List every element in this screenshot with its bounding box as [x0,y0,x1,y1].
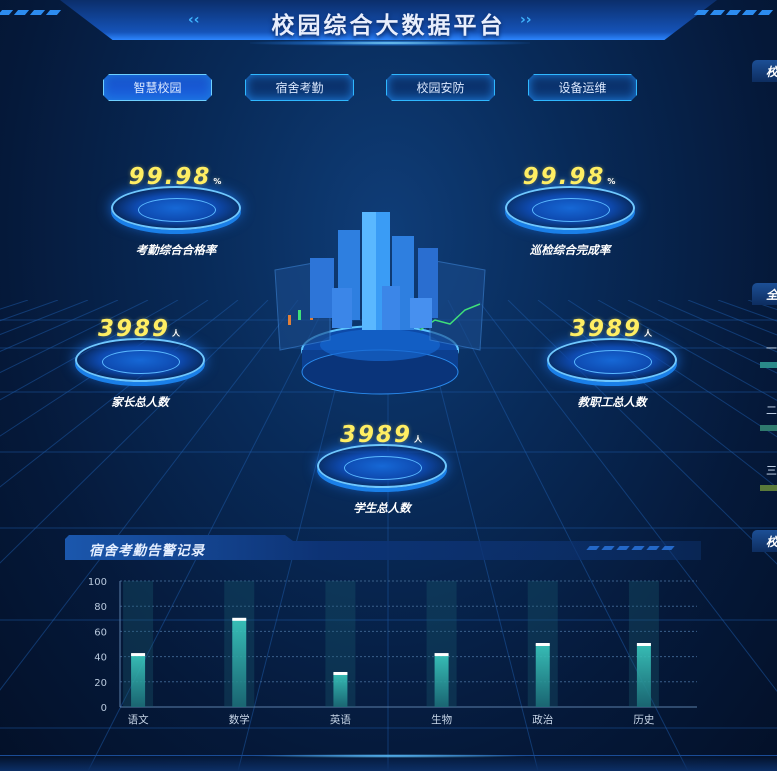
stat-label: 考勤综合合格率 [135,243,217,257]
stat-unit: 人 [414,435,424,444]
right-panel-title-3: 校 [752,530,777,552]
y-tick-label: 100 [88,577,107,588]
y-tick-label: 40 [94,653,107,664]
stat-unit: % [607,177,618,186]
bar[interactable] [333,672,348,707]
pedestal-icon [111,186,241,230]
tab-campus-security[interactable]: 校园安防 [386,74,495,101]
bar-cap [131,653,146,657]
x-tick-label: 政治 [532,713,553,726]
tab-smart-campus[interactable]: 智慧校园 [103,74,212,101]
bar-cap [232,617,247,621]
tab-device-maintenance[interactable]: 设备运维 [528,74,637,101]
y-tick-label: 80 [94,602,107,613]
chevron-right-icon: ›› [520,12,532,28]
bar-cap [434,653,449,657]
y-tick-label: 60 [94,627,107,638]
stat-attendance-pass-rate: 99.98% 考勤综合合格率 [106,164,246,258]
tab-dorm-attendance[interactable]: 宿舍考勤 [245,74,354,101]
y-tick-label: 0 [101,703,107,714]
right-panel-title-1: 校 [752,60,777,82]
stat-label: 巡检综合完成率 [529,243,611,257]
footer-bar [0,754,777,771]
bar[interactable] [232,618,247,707]
stat-staff-total: 3989 人 教职工总人数 [542,316,682,410]
pedestal-icon [505,186,635,230]
bar[interactable] [636,644,651,707]
bar-cap [636,643,651,646]
center-3d-city-illustration [270,200,490,400]
stat-label: 教职工总人数 [577,395,647,409]
stat-unit: 人 [172,329,182,338]
chart-panel-title: 宿舍考勤告警记录 [89,543,205,559]
stat-label: 学生总人数 [353,501,411,515]
bar[interactable] [131,654,146,707]
right-list-item-label: 三 [766,464,777,477]
attendance-alert-bar-chart: 0 20 40 60 80 100 语文 数学 英语 生物 政治 历史 [88,577,697,726]
page-title: 校园综合大数据平台 [271,13,506,39]
header: ‹‹ 校园综合大数据平台 ›› [0,0,777,52]
stat-students-total: 3989 人 学生总人数 [312,422,452,516]
right-list-item-label: 二 [766,404,777,417]
stat-value: 3989 [339,422,412,448]
pedestal-icon [547,338,677,382]
x-tick-label: 生物 [431,713,452,726]
stat-inspection-completion-rate: 99.98% 巡检综合完成率 [500,164,640,258]
bar[interactable] [535,644,550,707]
right-list-progress-bar [760,425,777,431]
stat-parents-total: 3989 人 家长总人数 [70,316,210,410]
stat-label: 家长总人数 [111,395,169,409]
x-tick-label: 语文 [128,713,149,726]
stat-unit: % [213,177,224,186]
pedestal-icon [75,338,205,382]
y-tick-label: 20 [94,678,107,689]
chevron-left-icon: ‹‹ [188,12,200,28]
bar-cap [535,643,550,646]
x-tick-label: 历史 [633,714,654,726]
right-list-progress-bar [760,362,777,368]
bar[interactable] [434,654,449,707]
stat-value: 99.98 [128,164,212,190]
stat-value: 3989 [97,316,170,342]
stat-unit: 人 [644,329,654,338]
right-list-item-label: 一 [766,342,777,355]
stat-value: 99.98 [522,164,606,190]
x-tick-label: 英语 [330,713,351,726]
stat-value: 3989 [569,316,642,342]
x-tick-label: 数学 [229,713,250,726]
bar-cap [333,671,348,675]
right-panel-title-2: 全 [752,283,777,305]
pedestal-icon [317,444,447,488]
right-list-progress-bar [760,485,777,491]
